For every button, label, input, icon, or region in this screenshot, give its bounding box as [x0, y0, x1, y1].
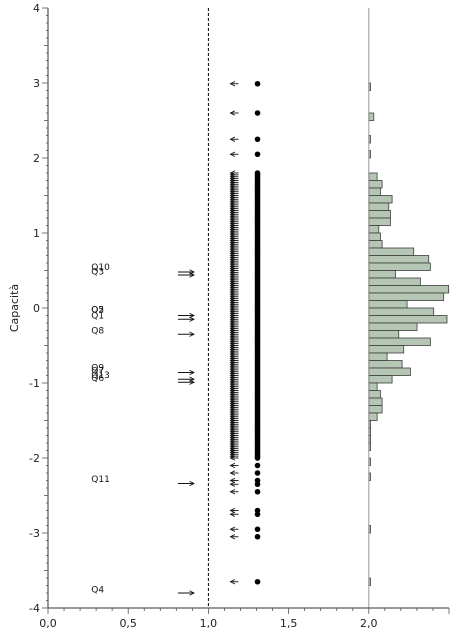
person-point: [254, 151, 261, 158]
item-label: Q6: [91, 374, 104, 384]
histogram-bar: [368, 337, 431, 346]
histogram-bar: [368, 187, 381, 196]
item-label: Q8: [91, 327, 104, 337]
item-label: Q10: [91, 263, 110, 273]
histogram-bar: [368, 315, 448, 324]
histogram-bar: [368, 405, 383, 414]
x-tick-label: 2,0: [360, 617, 378, 630]
x-tick-label: 1,5: [280, 617, 298, 630]
person-point: [254, 170, 261, 176]
axes-group: -4 -3 -2 -1 0 1 2 3 4 0,0 0,5 1,0 1,5 2,0: [29, 2, 450, 630]
person-point: [254, 136, 261, 143]
item-label: Q4: [91, 585, 104, 595]
item-label: Q9: [91, 363, 104, 373]
histogram-bar: [368, 217, 391, 226]
x-tick-label: 1,0: [200, 617, 218, 630]
histogram-group: [368, 82, 450, 586]
item-label: Q2: [91, 306, 104, 316]
histogram-bar: [368, 322, 418, 331]
item-label: Q1: [91, 312, 104, 322]
histogram-bar: [368, 390, 381, 399]
histogram-bar: [368, 180, 383, 189]
x-tick-label: 0,0: [39, 617, 57, 630]
y-tick-label: 2: [33, 152, 40, 165]
histogram-bar: [368, 382, 378, 391]
histogram-bar: [368, 247, 415, 256]
y-tick-label: -1: [29, 377, 40, 390]
histogram-bar: [368, 255, 430, 264]
y-tick-label: 0: [33, 302, 40, 315]
histogram-bar: [368, 397, 383, 406]
person-point: [254, 462, 261, 469]
histogram-bar: [368, 360, 403, 369]
histogram-bar: [368, 352, 388, 361]
person-point: [254, 511, 261, 518]
person-arrows-group: [230, 84, 239, 582]
x-tick-label: 0,5: [119, 617, 137, 630]
item-label: Q13: [91, 371, 110, 381]
person-point: [254, 533, 261, 540]
person-point: [254, 481, 261, 488]
histogram-bar: [368, 292, 445, 301]
person-point: [254, 488, 261, 495]
y-tick-label: -4: [29, 602, 40, 615]
histogram-bar: [368, 277, 421, 286]
item-arrows-group: [177, 272, 194, 593]
histogram-bar: [368, 367, 411, 376]
histogram-bar: [368, 112, 375, 121]
histogram-bar: [368, 412, 378, 421]
item-label: Q11: [91, 475, 110, 485]
histogram-bar: [368, 202, 390, 211]
y-tick-label: 3: [33, 77, 40, 90]
histogram-bar: [368, 210, 391, 219]
y-tick-label: 1: [33, 227, 40, 240]
person-point: [254, 526, 261, 533]
person-point: [254, 578, 261, 585]
histogram-bar: [368, 225, 380, 234]
histogram-bar: [368, 262, 431, 271]
item-label: Q7: [91, 366, 104, 376]
y-axis-title: Capacità: [8, 284, 21, 332]
histogram-bar: [368, 172, 378, 181]
histogram-bar: [368, 270, 396, 279]
histogram-bar: [368, 330, 400, 339]
item-label: Q3: [91, 267, 104, 277]
y-tick-label: -3: [29, 527, 40, 540]
person-points-group: [254, 80, 261, 585]
y-tick-label: 4: [33, 2, 40, 15]
histogram-bar: [368, 345, 405, 354]
y-tick-label: -2: [29, 452, 40, 465]
item-label: Q5: [91, 306, 104, 316]
histogram-bar: [368, 300, 408, 309]
histogram-bar: [368, 240, 383, 249]
histogram-bar: [368, 285, 450, 294]
person-point: [254, 110, 261, 116]
histogram-bar: [368, 307, 435, 316]
person-point: [254, 470, 261, 476]
histogram-bar: [368, 232, 381, 241]
histogram-bar: [368, 195, 393, 204]
histogram-bar: [368, 375, 393, 384]
person-point: [254, 80, 261, 87]
